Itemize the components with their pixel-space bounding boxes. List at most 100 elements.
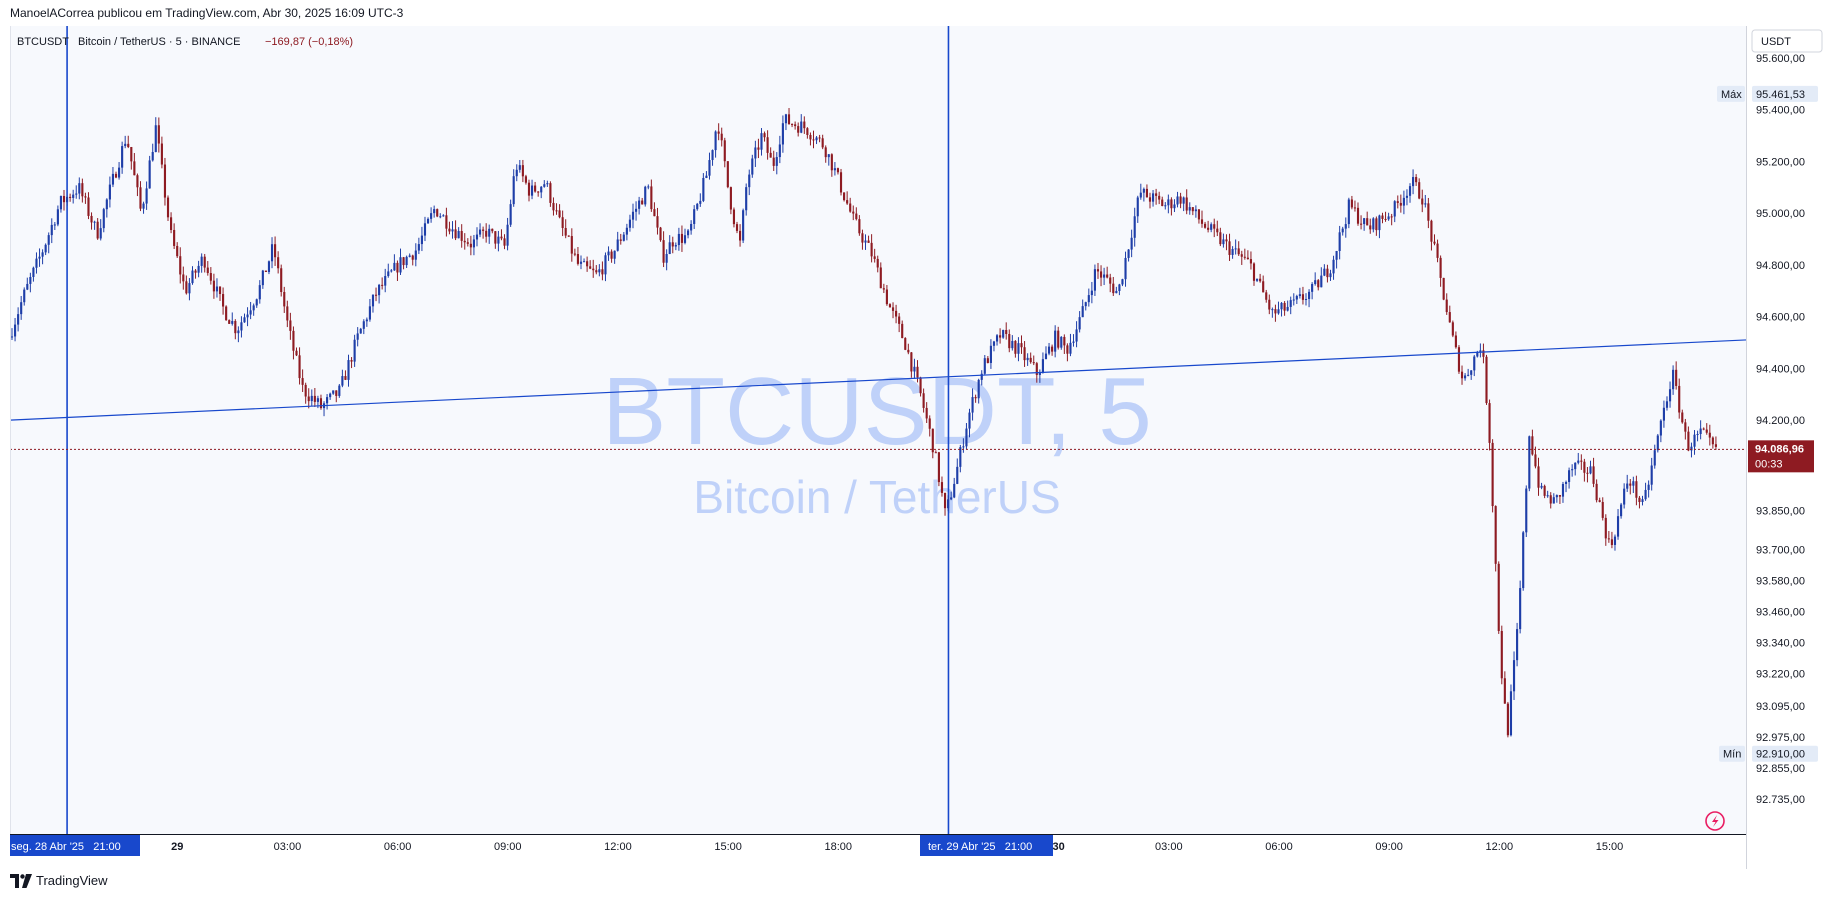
candle-body [1271, 309, 1274, 311]
candle-body [534, 185, 537, 192]
candle [371, 294, 375, 313]
candle [699, 193, 702, 207]
time-selection-right[interactable]: ter. 29 Abr '25 21:00 [920, 835, 1053, 856]
candle [243, 313, 246, 323]
candle-body [1078, 317, 1081, 330]
candle [592, 259, 595, 278]
price-axis[interactable]: 95.600,00 95.400,00 95.200,00 95.000,00 94.8… [1756, 53, 1805, 806]
candle [980, 370, 983, 386]
last-price-tag: 94.086,96 00:33 [1748, 440, 1814, 473]
candle-body [1442, 277, 1445, 300]
candle [1063, 334, 1066, 354]
candle [1084, 301, 1087, 311]
candle-body [641, 200, 644, 205]
candle-body [1516, 629, 1519, 661]
candle [1586, 467, 1589, 483]
candle [839, 168, 843, 196]
price-tick-label: 94.800,00 [1756, 260, 1805, 272]
price-tick-label: 95.600,00 [1756, 53, 1805, 65]
candle-body [127, 143, 130, 147]
candle-body [420, 235, 423, 245]
candle [956, 458, 959, 485]
candle [1011, 335, 1014, 351]
candle [206, 261, 209, 276]
candle [852, 205, 855, 221]
candle-body [243, 317, 246, 323]
price-tick-label: 93.340,00 [1756, 638, 1805, 650]
candle [1093, 264, 1096, 296]
candle-body [65, 196, 69, 203]
candle-body [1051, 346, 1054, 352]
candle [616, 231, 619, 252]
candle-body [898, 316, 901, 324]
time-selection-left[interactable]: seg. 28 Abr '25 21:00 [10, 835, 140, 856]
candle-body [787, 114, 791, 125]
candle [873, 248, 876, 263]
candle [1106, 266, 1109, 279]
candle [1375, 216, 1378, 236]
candle [482, 226, 485, 239]
candle [1509, 684, 1513, 737]
time-tick-label: 12:00 [604, 841, 632, 853]
chart-area[interactable]: BTCUSDT, 5 Bitcoin / TetherUS BTCUSDT Bi… [0, 26, 1835, 869]
candle-body [683, 235, 687, 243]
candle [775, 152, 778, 175]
candle [1314, 272, 1317, 286]
candle [390, 268, 393, 273]
tradingview-logo[interactable]: TradingView [10, 873, 108, 888]
candle [1259, 273, 1262, 283]
candle [855, 207, 858, 221]
candle [586, 256, 589, 272]
currency-button[interactable]: USDT [1751, 29, 1823, 53]
time-selection-right-bg[interactable] [920, 835, 1053, 856]
candle [1356, 202, 1360, 226]
candle-body [1650, 465, 1653, 485]
candle [861, 229, 864, 250]
candle-body [922, 393, 925, 408]
candle [44, 243, 47, 256]
candle-body [876, 258, 879, 268]
candle-body [139, 187, 142, 209]
candle-body [1467, 374, 1470, 376]
candle [194, 269, 197, 279]
candle-body [1259, 278, 1262, 282]
candle [999, 328, 1002, 344]
candle-body [1372, 218, 1375, 230]
candle-body [1243, 256, 1246, 258]
candle [414, 243, 417, 267]
candle [742, 208, 745, 244]
currency-box[interactable] [1751, 29, 1823, 53]
candle [671, 236, 674, 254]
candle [937, 451, 940, 487]
min-tag: Mín 92.910,00 [1719, 745, 1818, 762]
candle [1561, 481, 1565, 503]
candle-body [989, 345, 992, 363]
candle-body [968, 412, 971, 429]
candle [1170, 197, 1173, 216]
candle [26, 277, 29, 291]
candle-body [907, 349, 910, 353]
candle [1684, 418, 1687, 440]
trendline[interactable] [9, 339, 1747, 421]
candle-body [1136, 197, 1139, 217]
candle [298, 347, 301, 385]
time-selection-left-bg[interactable] [10, 835, 140, 856]
candle [1246, 250, 1249, 260]
max-label-bg [1717, 85, 1745, 102]
candle [1650, 457, 1653, 491]
time-axis[interactable]: 29 03:00 06:00 09:00 12:00 15:00 18:00 30 03:00 0… [171, 841, 1623, 853]
candlestick-chart[interactable]: BTCUSDT, 5 Bitcoin / TetherUS BTCUSDT Bi… [0, 26, 1835, 869]
candle-body [763, 133, 766, 138]
candle [1118, 283, 1121, 296]
candle [821, 134, 824, 150]
candle-body [956, 466, 959, 484]
candle [286, 300, 289, 328]
candle-body [1289, 300, 1292, 307]
candle-body [1476, 352, 1479, 357]
candle [151, 143, 154, 162]
lightning-icon[interactable] [1705, 811, 1725, 831]
candle-body [1534, 454, 1537, 467]
candle-body [87, 197, 90, 216]
candle [1534, 446, 1537, 469]
candle-body [708, 160, 711, 176]
